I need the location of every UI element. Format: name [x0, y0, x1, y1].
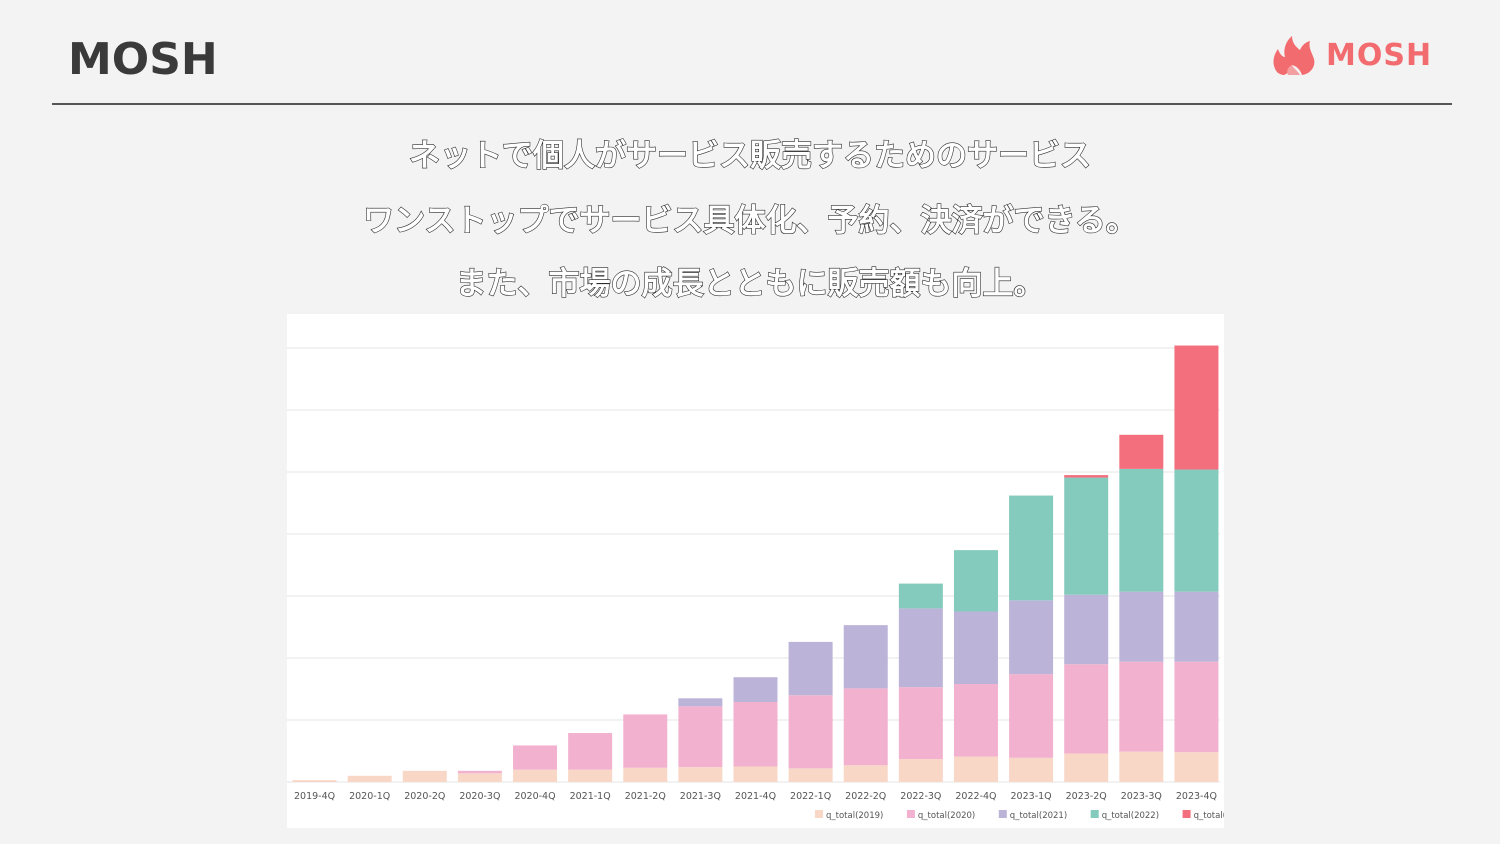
- bar-segment: [568, 769, 613, 782]
- headline-line-2: ワンストップでサービス具体化、予約、決済ができる。: [363, 202, 1138, 239]
- x-tick-label: 2022-4Q: [955, 791, 996, 802]
- legend-swatch: [998, 810, 1007, 818]
- logo-text: MOSH: [1326, 37, 1433, 73]
- bar-segment: [568, 733, 613, 770]
- x-tick-label: 2022-2Q: [845, 791, 886, 802]
- bar-segment: [1064, 594, 1109, 665]
- x-tick-label: 2020-4Q: [514, 791, 555, 802]
- bar-segment: [678, 767, 723, 782]
- bar-segment: [953, 611, 998, 685]
- x-tick-label: 2021-4Q: [735, 791, 776, 802]
- bar-segment: [1174, 345, 1219, 470]
- bar-segment: [733, 766, 778, 782]
- x-tick-label: 2023-4Q: [1176, 791, 1217, 802]
- legend-swatch: [1090, 810, 1099, 818]
- bar-segment: [1119, 751, 1164, 782]
- legend-swatch: [1182, 810, 1191, 818]
- bar-segment: [953, 756, 998, 782]
- bar-segment: [292, 780, 337, 782]
- brand-logo: MOSH: [1270, 30, 1450, 80]
- x-tick-label: 2021-3Q: [680, 791, 721, 802]
- bar-segment: [953, 684, 998, 757]
- bar-segment: [457, 770, 502, 774]
- bar-segment: [898, 608, 943, 688]
- legend-label: q_total(2021): [1010, 811, 1067, 821]
- x-tick-label: 2023-2Q: [1066, 791, 1107, 802]
- bar-segment: [513, 745, 558, 770]
- bar-segment: [1119, 591, 1164, 662]
- bar-segment: [898, 759, 943, 782]
- bar-segment: [1119, 434, 1164, 469]
- bar-segment: [1009, 600, 1054, 675]
- bar-segment: [1009, 495, 1054, 601]
- bar-segment: [1064, 753, 1109, 782]
- bar-segment: [1174, 591, 1219, 662]
- bar-segment: [1174, 469, 1219, 592]
- headline-line-1: ネットで個人がサービス販売するためのサービス: [408, 137, 1091, 174]
- headline-line-3: また、市場の成長とともに販売額も向上。: [455, 265, 1045, 302]
- bar-segment: [843, 765, 888, 782]
- bar-segment: [1119, 468, 1164, 592]
- bar-segment: [1009, 674, 1054, 758]
- x-tick-label: 2023-3Q: [1121, 791, 1162, 802]
- bar-segment: [1064, 475, 1109, 478]
- bar-segment: [843, 688, 888, 766]
- x-tick-label: 2021-2Q: [625, 791, 666, 802]
- bar-segment: [733, 677, 778, 703]
- bar-segment: [678, 698, 723, 707]
- bar-segment: [788, 695, 833, 769]
- x-tick-label: 2023-1Q: [1011, 791, 1052, 802]
- page-title: MOSH: [68, 34, 218, 85]
- bar-segment: [788, 768, 833, 782]
- chart-panel: 2019-4Q 2020-1Q 2020-2Q 2020-3Q 2020-4Q 2021-…: [287, 314, 1224, 828]
- bar-segment: [733, 702, 778, 767]
- x-tick-label: 2020-2Q: [404, 791, 445, 802]
- bar-segment: [898, 583, 943, 609]
- bar-segment: [623, 767, 668, 782]
- bar-segment: [1064, 664, 1109, 754]
- bar-segment: [843, 625, 888, 689]
- x-tick-label: 2020-3Q: [459, 791, 500, 802]
- bar-segment: [1009, 757, 1054, 782]
- bar-segment: [678, 706, 723, 768]
- x-tick-label: 2021-1Q: [570, 791, 611, 802]
- x-tick-label: 2019-4Q: [294, 791, 335, 802]
- legend-swatch: [815, 810, 823, 818]
- x-tick-label: 2022-1Q: [790, 791, 831, 802]
- legend-label: q_total(2022): [1102, 811, 1159, 821]
- bar-segment: [953, 550, 998, 612]
- bar-segment: [513, 769, 558, 782]
- flame-icon: [1273, 36, 1315, 75]
- legend-label: q_total(2019): [826, 811, 883, 821]
- legend-label: q_total(2020): [918, 811, 975, 821]
- bar-segment: [898, 687, 943, 760]
- bar-segment: [1119, 661, 1164, 752]
- legend-label: q_total(2023): [1194, 811, 1224, 821]
- bar-segment: [347, 775, 392, 782]
- bar-segment: [1064, 477, 1109, 595]
- bar-segment: [402, 770, 447, 782]
- x-tick-label: 2022-3Q: [900, 791, 941, 802]
- header-divider: [52, 103, 1452, 105]
- bar-segment: [623, 714, 668, 768]
- legend-swatch: [906, 810, 915, 818]
- bar-segment: [1174, 752, 1219, 782]
- x-tick-label: 2020-1Q: [349, 791, 390, 802]
- bar-segment: [1174, 661, 1219, 753]
- stacked-bar-chart: 2019-4Q 2020-1Q 2020-2Q 2020-3Q 2020-4Q 2021-…: [287, 345, 1224, 821]
- bar-segment: [457, 773, 502, 782]
- bar-segment: [788, 641, 833, 696]
